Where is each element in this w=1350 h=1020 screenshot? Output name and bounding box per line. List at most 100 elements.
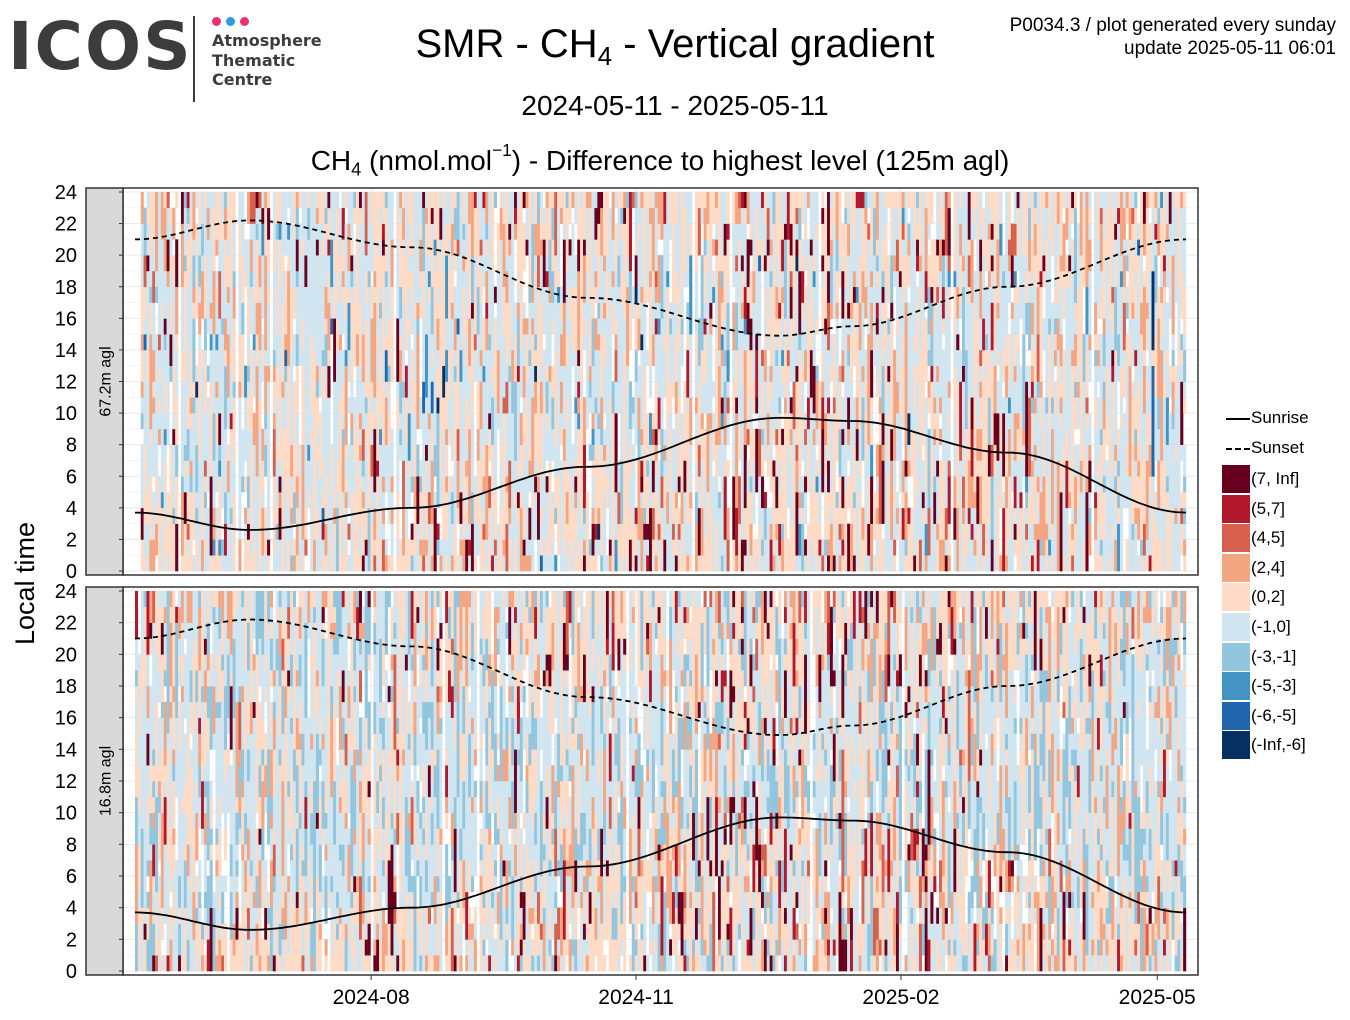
heat-cell xyxy=(442,492,446,509)
heat-cell xyxy=(258,523,262,540)
heat-cell xyxy=(399,270,403,288)
heat-cell xyxy=(786,381,790,398)
heat-cell xyxy=(763,334,767,351)
heat-cell xyxy=(183,476,187,493)
heat-cell xyxy=(554,349,558,367)
heat-cell xyxy=(671,223,676,240)
heat-cell xyxy=(614,476,618,493)
heat-cell xyxy=(244,555,248,572)
heat-cell xyxy=(387,318,391,335)
heat-cell xyxy=(557,539,561,556)
heat-cell xyxy=(387,302,391,319)
heat-cell xyxy=(321,318,325,335)
heat-cell xyxy=(568,349,572,367)
heat-cell xyxy=(169,286,173,303)
heat-cell xyxy=(706,428,710,445)
heat-cell xyxy=(597,460,601,477)
heat-cell xyxy=(427,223,431,240)
heat-cell xyxy=(367,539,371,556)
heat-cell xyxy=(660,270,664,288)
heat-cell xyxy=(514,428,518,445)
heat-cell xyxy=(511,318,515,335)
heat-cell xyxy=(146,539,150,556)
heat-cell xyxy=(577,223,581,240)
heat-cell xyxy=(224,555,228,572)
heat-cell xyxy=(384,302,388,319)
heat-cell xyxy=(169,555,173,572)
heat-cell xyxy=(505,270,509,288)
heat-cell xyxy=(778,192,782,209)
heat-cell xyxy=(229,223,233,240)
heat-cell xyxy=(617,207,621,224)
heat-cell xyxy=(281,539,285,556)
heat-cell xyxy=(315,428,319,445)
heat-cell xyxy=(554,239,558,256)
heat-cell xyxy=(347,302,351,319)
heat-cell xyxy=(370,192,374,209)
heat-cell xyxy=(554,413,558,430)
heat-cell xyxy=(761,349,765,367)
heat-cell xyxy=(206,286,210,303)
heat-cell xyxy=(651,444,655,461)
heat-cell xyxy=(617,255,621,272)
heat-cell xyxy=(436,460,440,477)
heat-cell xyxy=(419,192,423,209)
heat-cell xyxy=(264,555,268,572)
heat-cell xyxy=(755,286,759,303)
heat-cell xyxy=(505,223,509,240)
heat-cell xyxy=(261,555,265,572)
heat-cell xyxy=(404,492,408,509)
heat-cell xyxy=(634,507,638,524)
heat-cell xyxy=(396,460,400,477)
heat-cell xyxy=(758,397,762,414)
heat-cell xyxy=(341,476,345,493)
heat-cell xyxy=(755,476,759,493)
heat-cell xyxy=(717,270,721,288)
heat-cell xyxy=(783,492,788,509)
heat-cell xyxy=(531,507,535,524)
heat-cell xyxy=(364,476,368,493)
heat-cell xyxy=(749,239,753,256)
heat-cell xyxy=(591,302,595,319)
heat-cell xyxy=(287,365,291,382)
heat-cell xyxy=(172,476,176,493)
heat-cell xyxy=(221,223,225,240)
heat-cell xyxy=(712,270,716,288)
heat-cell xyxy=(677,523,681,540)
heat-cell xyxy=(715,207,719,224)
heat-cell xyxy=(264,397,268,414)
heat-cell xyxy=(442,239,446,256)
heat-cell xyxy=(565,492,569,509)
heat-cell xyxy=(140,223,144,240)
heat-cell xyxy=(562,349,566,367)
heat-cell xyxy=(152,318,156,335)
heat-cell xyxy=(519,476,523,493)
heat-cell xyxy=(218,207,222,224)
heat-cell xyxy=(396,476,400,493)
heat-cell xyxy=(706,255,710,272)
heat-cell xyxy=(183,444,187,461)
heat-cell xyxy=(390,444,394,461)
heat-cell xyxy=(468,286,472,303)
heat-cell xyxy=(396,492,400,509)
heat-cell xyxy=(694,381,699,398)
heat-cell xyxy=(591,492,595,509)
heat-cell xyxy=(264,460,268,477)
heat-cell xyxy=(723,334,727,351)
heat-cell xyxy=(755,365,759,382)
heat-cell xyxy=(232,523,236,540)
heat-cell xyxy=(574,270,578,288)
heat-cell xyxy=(218,365,222,382)
heat-cell xyxy=(272,239,276,256)
heat-cell xyxy=(146,507,150,524)
heat-cell xyxy=(499,523,503,540)
heat-cell xyxy=(376,365,380,382)
heat-cell xyxy=(341,239,345,256)
heat-cell xyxy=(603,223,607,240)
heat-cell xyxy=(712,555,716,572)
heat-cell xyxy=(347,286,351,303)
heat-cell xyxy=(166,523,170,540)
heat-cell xyxy=(617,476,621,493)
heat-cell xyxy=(778,223,782,240)
heat-cell xyxy=(387,476,391,493)
